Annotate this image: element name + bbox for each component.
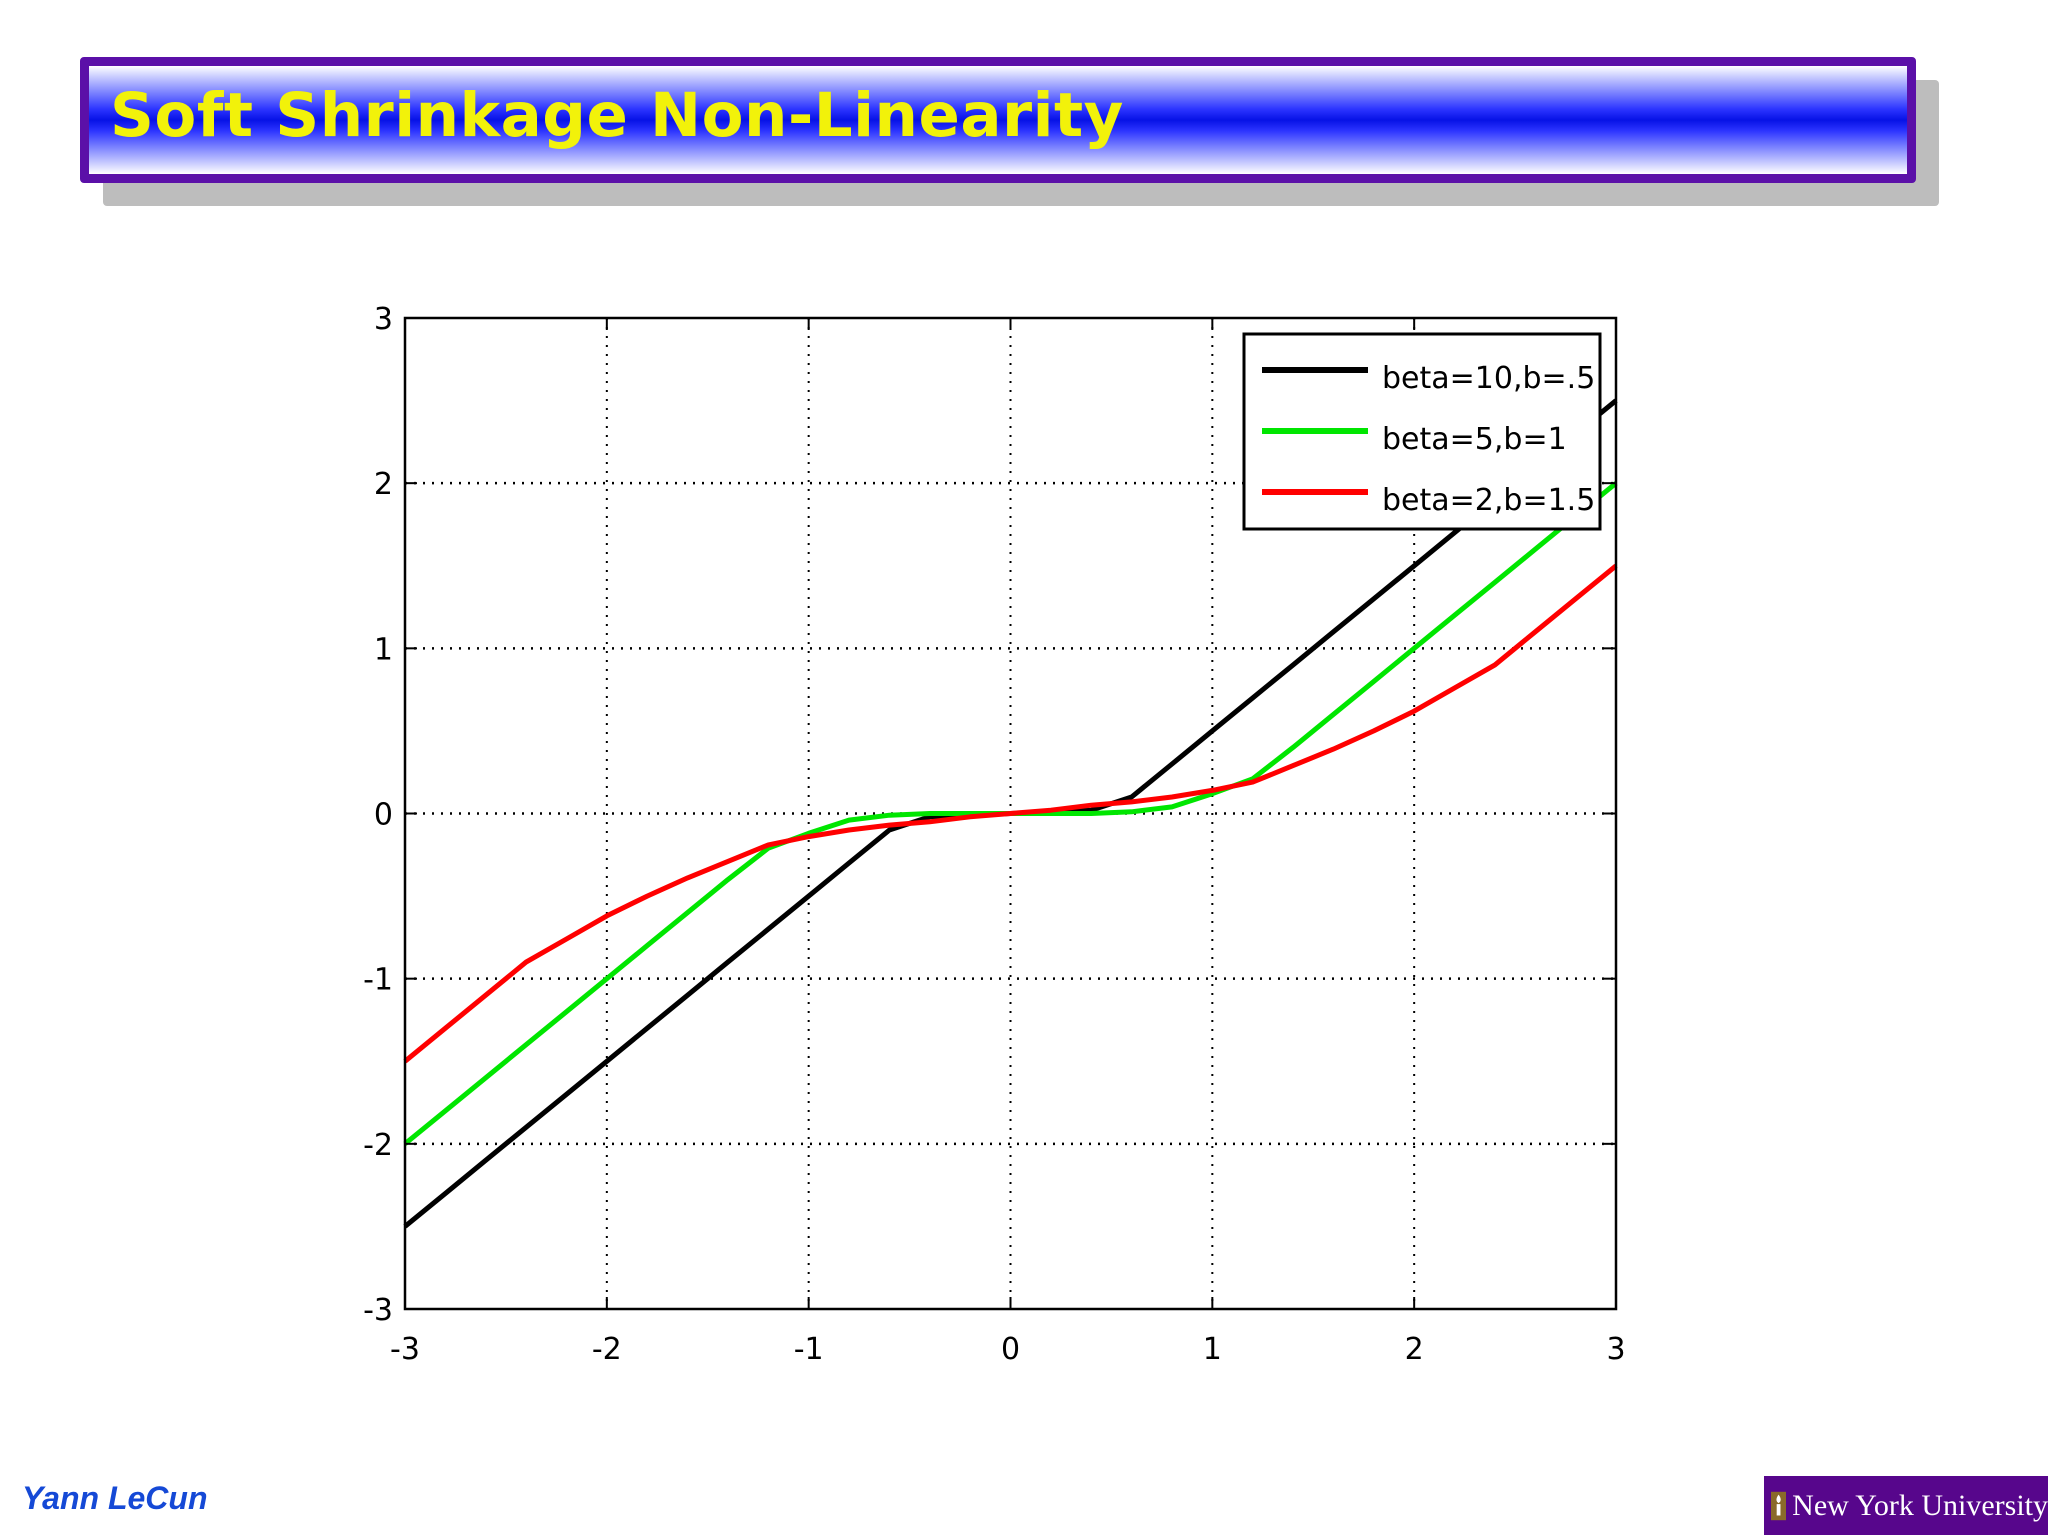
slide-title: Soft Shrinkage Non-Linearity	[110, 80, 1124, 151]
institution-badge: New York University	[1764, 1476, 2048, 1535]
institution-name: New York University	[1792, 1488, 2048, 1522]
y-tick-label: -2	[363, 1128, 393, 1163]
x-tick-label: -2	[592, 1332, 622, 1367]
legend-label-2: beta=5,b=1	[1382, 422, 1567, 457]
y-tick-label: -1	[363, 963, 393, 998]
x-tick-label: 1	[1203, 1332, 1222, 1367]
y-tick-label: -3	[363, 1293, 393, 1328]
series-line-3	[403, 563, 1618, 1064]
author-name: Yann LeCun	[22, 1480, 208, 1516]
x-tick-label: 2	[1405, 1332, 1424, 1367]
legend-label-3: beta=2,b=1.5	[1382, 483, 1595, 518]
legend-label-1: beta=10,b=.5	[1382, 361, 1595, 396]
y-tick-label: 3	[374, 302, 393, 337]
y-tick-label: 2	[374, 467, 393, 502]
y-tick-label: 0	[374, 798, 393, 833]
x-tick-label: 3	[1606, 1332, 1625, 1367]
title-bar	[80, 57, 1916, 183]
y-tick-label: 1	[374, 632, 393, 667]
x-tick-label: -3	[390, 1332, 420, 1367]
torch-icon	[1771, 1491, 1787, 1520]
x-tick-label: 0	[1001, 1332, 1020, 1367]
x-tick-label: -1	[794, 1332, 824, 1367]
